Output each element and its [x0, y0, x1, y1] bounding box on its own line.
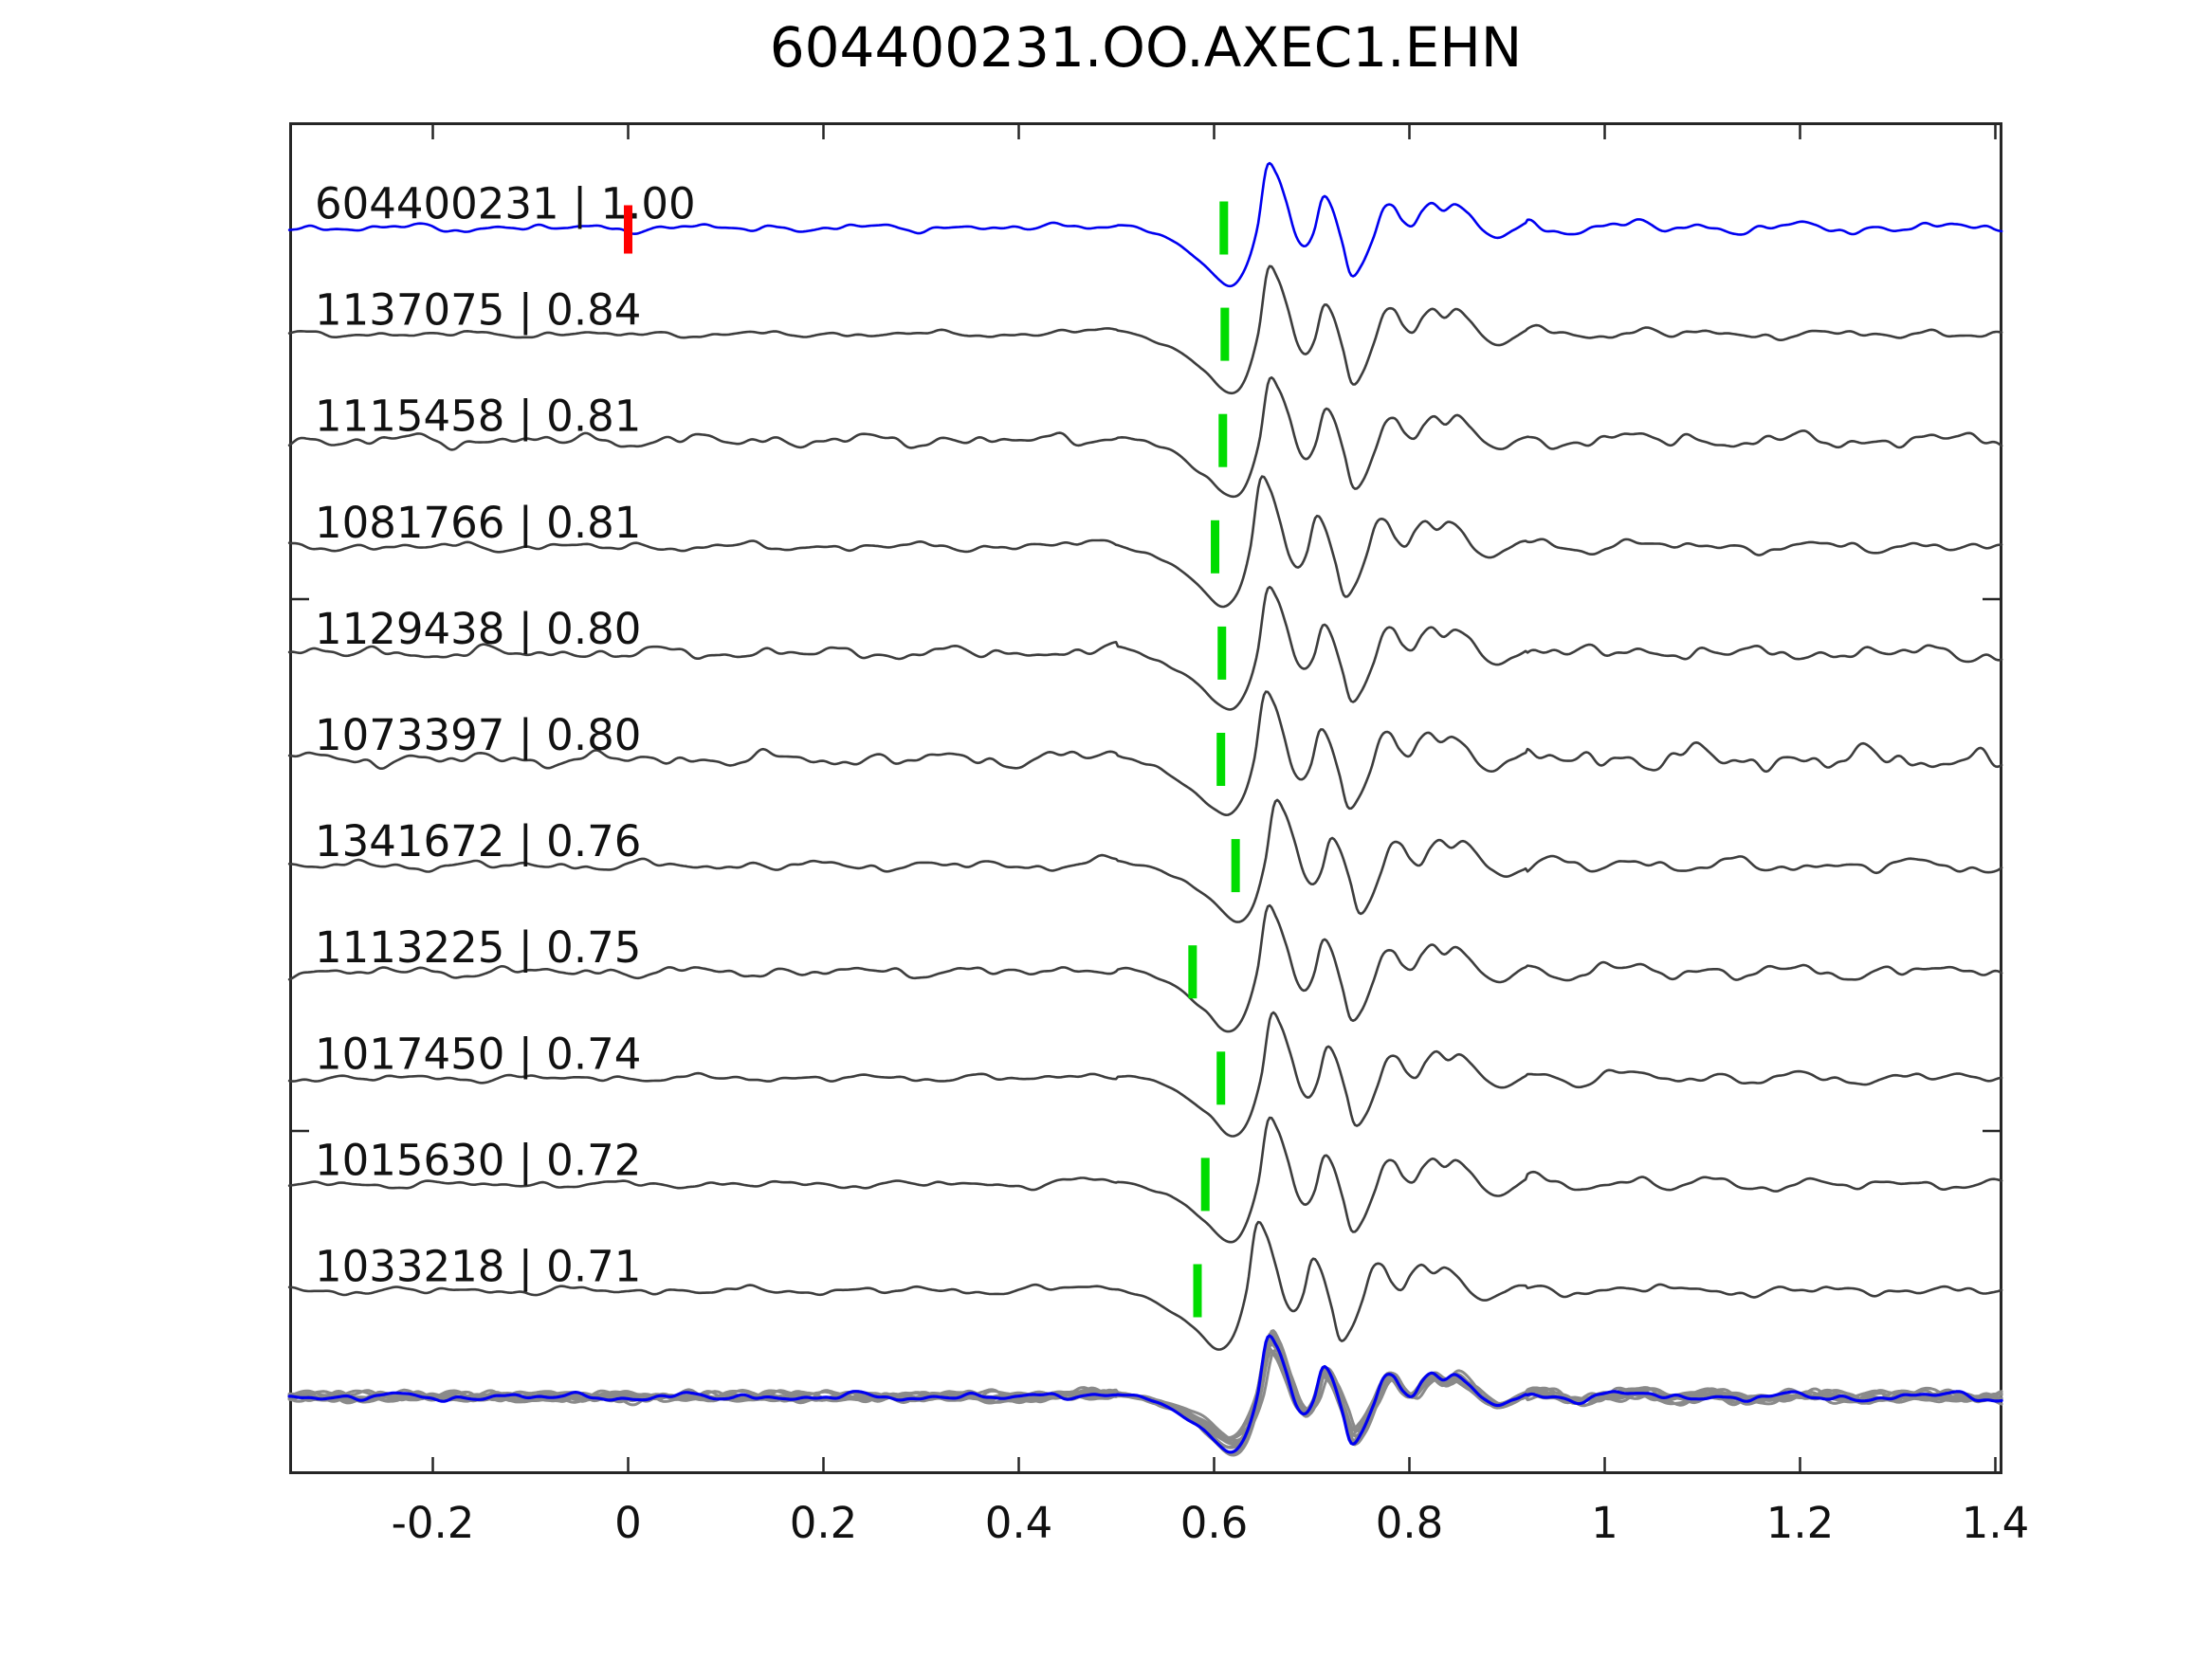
trace-waveform	[287, 375, 2003, 499]
trace-label: 1073397 | 0.80	[315, 710, 641, 760]
x-tick-label: 1	[1591, 1498, 1618, 1548]
x-tick-label: -0.2	[392, 1498, 475, 1548]
pick-marker	[1193, 1264, 1202, 1318]
pick-marker	[1231, 839, 1240, 893]
x-tick-label: 0.6	[1180, 1498, 1249, 1548]
trace-waveform	[287, 161, 2003, 288]
pick-marker	[1188, 945, 1197, 999]
pick-marker	[1211, 520, 1220, 574]
trace-waveform	[287, 690, 2003, 816]
pick-marker	[1219, 201, 1229, 255]
x-tick-label: 0.4	[985, 1498, 1053, 1548]
trace-waveform	[287, 1011, 2003, 1138]
pick-marker	[1220, 307, 1230, 361]
trace-waveform	[287, 1116, 2003, 1244]
chart-title: 604400231.OO.AXEC1.EHN	[769, 15, 1523, 80]
trace-label: 1129438 | 0.80	[315, 604, 641, 654]
pick-marker	[1200, 1158, 1210, 1212]
plot-border	[289, 122, 2002, 1474]
trace-label: 1137075 | 0.84	[315, 285, 641, 336]
x-tick-label: 1.2	[1766, 1498, 1835, 1548]
trace-waveform	[287, 585, 2003, 711]
trace-label: 1115458 | 0.81	[315, 392, 641, 442]
trace-label: 1017450 | 0.74	[315, 1029, 641, 1079]
x-tick-label: 1.4	[1962, 1498, 2030, 1548]
trace-waveform	[287, 903, 2003, 1033]
pick-marker	[1216, 733, 1226, 786]
trace-label: 1113225 | 0.75	[315, 922, 641, 973]
trace-label: 1015630 | 0.72	[315, 1135, 641, 1185]
trace-waveform	[287, 264, 2003, 395]
x-tick-label: 0	[614, 1498, 642, 1548]
trace-label: 604400231 | 1.00	[315, 179, 696, 229]
x-tick-label: 0.8	[1376, 1498, 1444, 1548]
trace-label: 1033218 | 0.71	[315, 1242, 641, 1292]
trace-waveform	[287, 1220, 2003, 1351]
trace-waveform	[287, 798, 2003, 923]
pick-marker	[1217, 626, 1227, 680]
trace-label: 1081766 | 0.81	[315, 498, 641, 548]
trace-waveform	[287, 475, 2003, 609]
origin-marker	[624, 205, 632, 254]
pick-marker	[1216, 1051, 1226, 1105]
trace-label: 1341672 | 0.76	[315, 816, 641, 866]
pick-marker	[1218, 413, 1228, 467]
x-tick-label: 0.2	[790, 1498, 858, 1548]
stack-highlight-waveform	[287, 1334, 2003, 1454]
